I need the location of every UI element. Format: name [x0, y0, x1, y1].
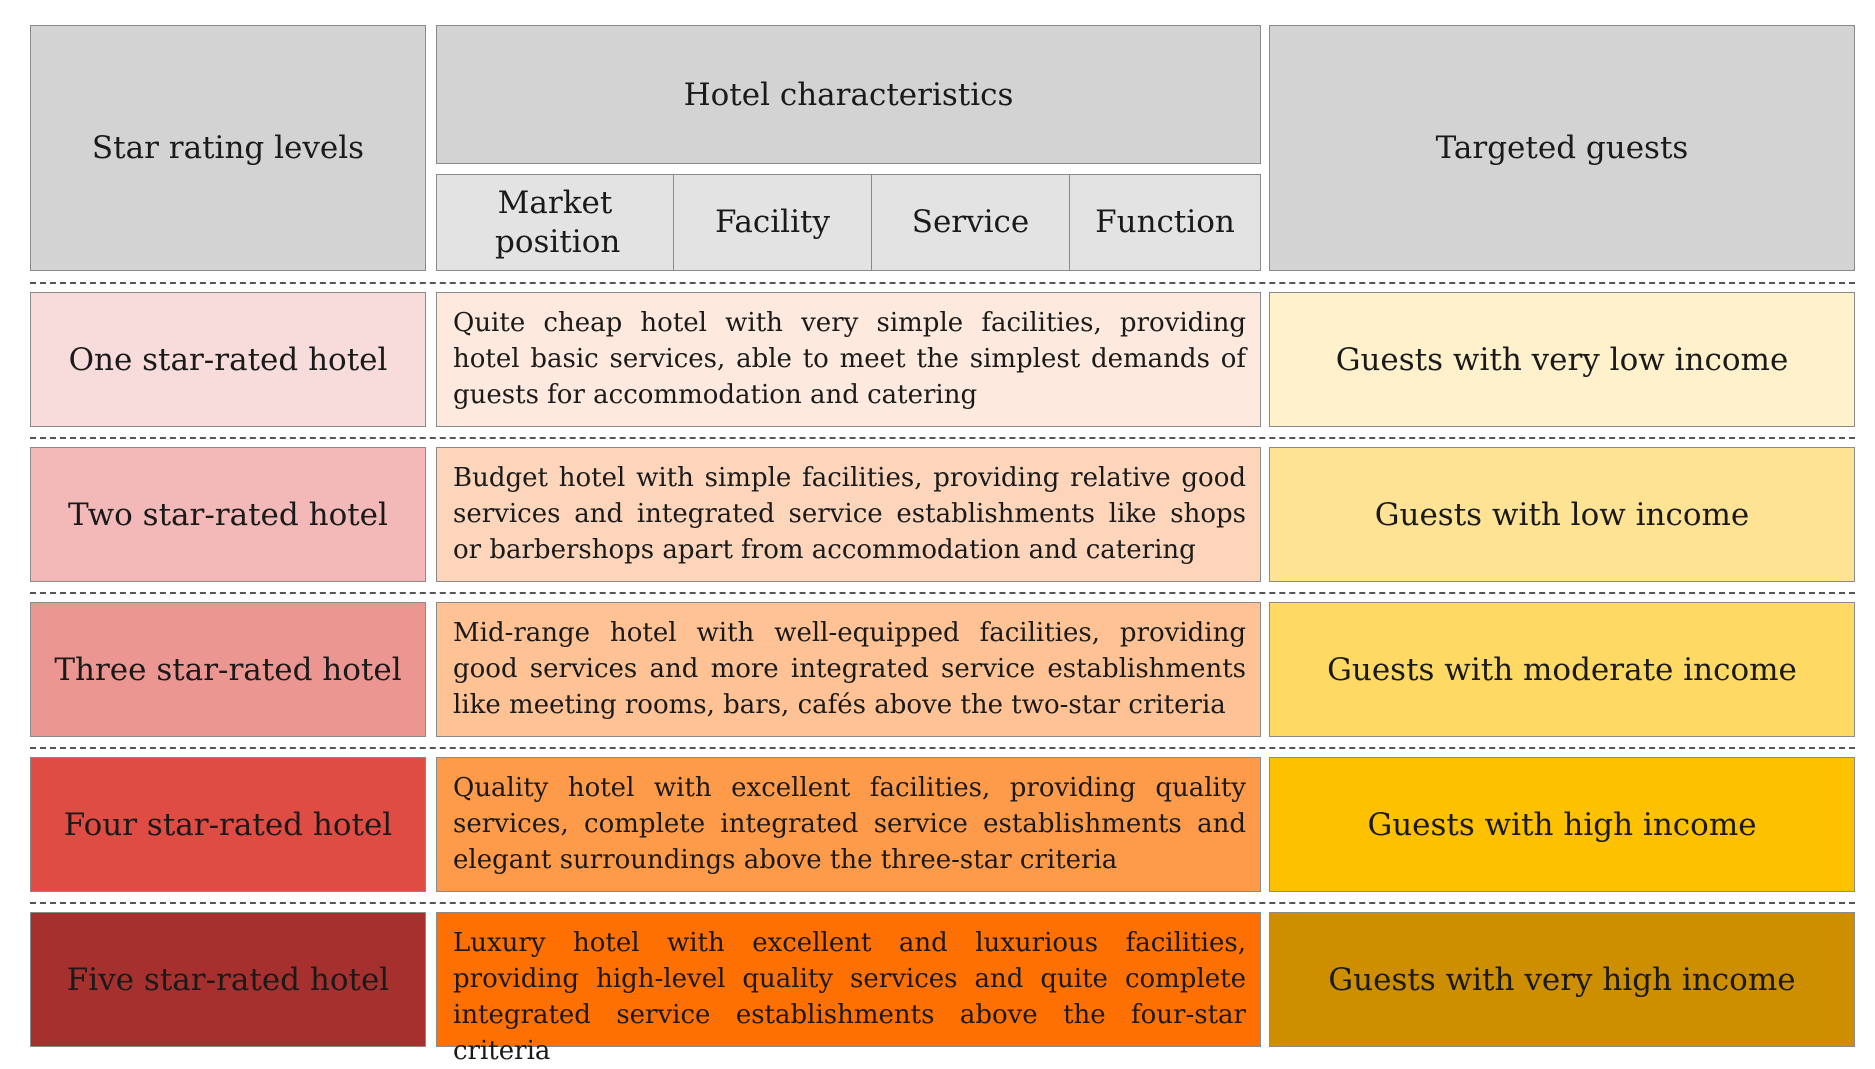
- guests-five-star: Guests with very high income: [1269, 912, 1855, 1047]
- level-label: Five star-rated hotel: [66, 961, 390, 998]
- guests-three-star: Guests with moderate income: [1269, 602, 1855, 737]
- description-text: Budget hotel with simple facilities, pro…: [453, 463, 1246, 565]
- level-label: Four star-rated hotel: [63, 806, 393, 843]
- guests-label: Guests with very high income: [1328, 961, 1796, 998]
- sub-header-facility: Facility: [673, 174, 872, 271]
- sub-header-market-position-label: Market position: [495, 184, 621, 260]
- guests-one-star: Guests with very low income: [1269, 292, 1855, 427]
- description-one-star: Quite cheap hotel with very simple facil…: [436, 292, 1261, 427]
- targeted-guests-header-label: Targeted guests: [1435, 130, 1689, 166]
- star-rating-levels-header: Star rating levels: [30, 25, 426, 271]
- hotel-characteristics-header: Hotel characteristics: [436, 25, 1261, 164]
- level-four-star: Four star-rated hotel: [30, 757, 426, 892]
- description-text: Quite cheap hotel with very simple facil…: [453, 308, 1246, 410]
- row-separator: [30, 282, 1855, 284]
- targeted-guests-header: Targeted guests: [1269, 25, 1855, 271]
- sub-header-market-position: Market position: [436, 174, 674, 271]
- guests-two-star: Guests with low income: [1269, 447, 1855, 582]
- level-label: Three star-rated hotel: [54, 651, 402, 688]
- description-four-star: Quality hotel with excellent facilities,…: [436, 757, 1261, 892]
- description-text: Quality hotel with excellent facilities,…: [453, 773, 1246, 875]
- description-three-star: Mid-range hotel with well-equipped facil…: [436, 602, 1261, 737]
- sub-header-service-label: Service: [911, 204, 1030, 241]
- sub-header-facility-label: Facility: [715, 204, 830, 241]
- row-separator: [30, 747, 1855, 749]
- guests-label: Guests with high income: [1367, 806, 1757, 843]
- guests-label: Guests with very low income: [1335, 341, 1789, 378]
- star-rating-levels-header-label: Star rating levels: [91, 130, 365, 166]
- level-label: One star-rated hotel: [68, 341, 388, 378]
- level-three-star: Three star-rated hotel: [30, 602, 426, 737]
- hotel-characteristics-header-label: Hotel characteristics: [683, 76, 1014, 113]
- row-separator: [30, 592, 1855, 594]
- description-two-star: Budget hotel with simple facilities, pro…: [436, 447, 1261, 582]
- sub-header-function: Function: [1069, 174, 1261, 271]
- description-five-star: Luxury hotel with excellent and luxuriou…: [436, 912, 1261, 1066]
- level-one-star: One star-rated hotel: [30, 292, 426, 427]
- description-text: Luxury hotel with excellent and luxuriou…: [453, 928, 1246, 1066]
- sub-header-service: Service: [871, 174, 1070, 271]
- guests-label: Guests with low income: [1374, 496, 1750, 533]
- level-label: Two star-rated hotel: [68, 496, 388, 533]
- sub-header-function-label: Function: [1095, 204, 1235, 241]
- level-two-star: Two star-rated hotel: [30, 447, 426, 582]
- row-separator: [30, 902, 1855, 904]
- description-text: Mid-range hotel with well-equipped facil…: [453, 618, 1246, 720]
- guests-label: Guests with moderate income: [1327, 651, 1797, 688]
- guests-four-star: Guests with high income: [1269, 757, 1855, 892]
- level-five-star: Five star-rated hotel: [30, 912, 426, 1047]
- row-separator: [30, 437, 1855, 439]
